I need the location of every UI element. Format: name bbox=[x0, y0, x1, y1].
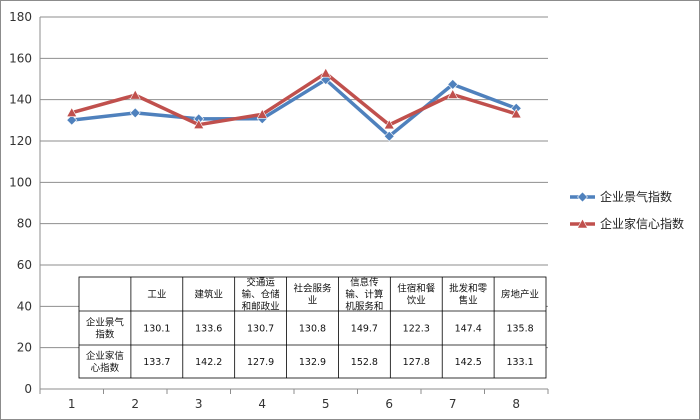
series-line-1 bbox=[70, 77, 518, 138]
x-tick-label: 1 bbox=[68, 397, 76, 411]
legend-marker-1 bbox=[577, 191, 588, 203]
y-tick-label: 40 bbox=[17, 299, 32, 313]
table-cell: 149.7 bbox=[351, 324, 378, 335]
series-2-point bbox=[66, 107, 78, 117]
table-cell: 152.8 bbox=[351, 357, 378, 368]
table-cell: 130.7 bbox=[247, 324, 274, 335]
table-cell: 133.6 bbox=[195, 324, 222, 335]
table-cell: 135.8 bbox=[506, 324, 533, 335]
series-line-2 bbox=[70, 71, 518, 127]
data-table bbox=[78, 276, 547, 379]
table-cell: 127.9 bbox=[247, 357, 274, 368]
y-tick-label: 80 bbox=[17, 217, 32, 231]
series-1-point bbox=[66, 114, 78, 126]
table-cell: 127.8 bbox=[403, 357, 430, 368]
table-column-header: 输、仓储 bbox=[242, 289, 281, 301]
table-cell: 142.5 bbox=[455, 357, 482, 368]
table-column-header: 交通运 bbox=[246, 277, 275, 289]
y-tick-label: 120 bbox=[9, 134, 32, 148]
y-tick-label: 20 bbox=[17, 341, 32, 355]
x-tick-label: 3 bbox=[195, 397, 203, 411]
legend-label-2: 企业家信心指数 bbox=[600, 216, 684, 231]
x-tick-label: 5 bbox=[322, 397, 330, 411]
table-column-header: 机服务和 bbox=[345, 301, 383, 313]
table-cell: 130.1 bbox=[143, 324, 170, 335]
x-tick-label: 8 bbox=[512, 397, 520, 411]
series-2-point bbox=[193, 119, 205, 129]
x-tick-label: 2 bbox=[131, 397, 139, 411]
table-row-label: 企业景气 bbox=[86, 317, 125, 329]
series-2-point bbox=[320, 67, 332, 78]
legend-marker-2 bbox=[576, 218, 589, 229]
series-1-point bbox=[383, 130, 395, 142]
x-tick-label: 4 bbox=[258, 397, 266, 411]
table-column-header: 信息传 bbox=[350, 277, 379, 289]
table-cell: 133.1 bbox=[506, 357, 533, 368]
table-column-header: 社会服务 bbox=[293, 283, 332, 295]
table-row-label: 指数 bbox=[95, 329, 115, 341]
y-tick-label: 0 bbox=[24, 382, 32, 396]
table-column-header: 建筑业 bbox=[194, 289, 223, 301]
x-tick-label: 6 bbox=[385, 397, 393, 411]
table-cell: 142.2 bbox=[195, 357, 222, 368]
table-column-header: 批发和零 bbox=[449, 283, 488, 295]
table-row-label: 企业家信 bbox=[86, 350, 124, 362]
table-cell: 133.7 bbox=[143, 357, 170, 368]
table-column-header: 工业 bbox=[147, 290, 166, 301]
y-tick-label: 140 bbox=[9, 93, 32, 107]
series-1-point bbox=[129, 107, 141, 119]
table-column-header: 输、计算 bbox=[345, 289, 383, 301]
y-tick-label: 60 bbox=[17, 258, 32, 272]
series-2-point bbox=[447, 88, 459, 99]
y-tick-label: 100 bbox=[9, 175, 32, 189]
x-tick-label: 7 bbox=[449, 397, 457, 411]
legend-label-1: 企业景气指数 bbox=[600, 189, 672, 204]
series-2-point bbox=[129, 89, 141, 100]
table-row-label: 心指数 bbox=[91, 362, 120, 374]
y-tick-label: 160 bbox=[9, 51, 32, 65]
y-tick-label: 180 bbox=[9, 10, 32, 24]
table-column-header: 饮业 bbox=[407, 295, 426, 307]
table-column-header: 售业 bbox=[459, 295, 478, 307]
table-cell: 130.8 bbox=[299, 324, 326, 335]
series-2-point bbox=[383, 119, 395, 130]
table-column-header: 住宿和餐 bbox=[397, 283, 436, 295]
table-column-header: 和邮政业 bbox=[242, 301, 280, 313]
table-cell: 147.4 bbox=[455, 324, 482, 335]
table-column-header: 房地产业 bbox=[501, 289, 539, 301]
series-2-point bbox=[510, 108, 522, 119]
table-cell: 132.9 bbox=[299, 357, 326, 368]
table-cell: 122.3 bbox=[403, 324, 430, 335]
series-2-point bbox=[256, 108, 268, 119]
table-column-header: 业 bbox=[308, 296, 318, 307]
